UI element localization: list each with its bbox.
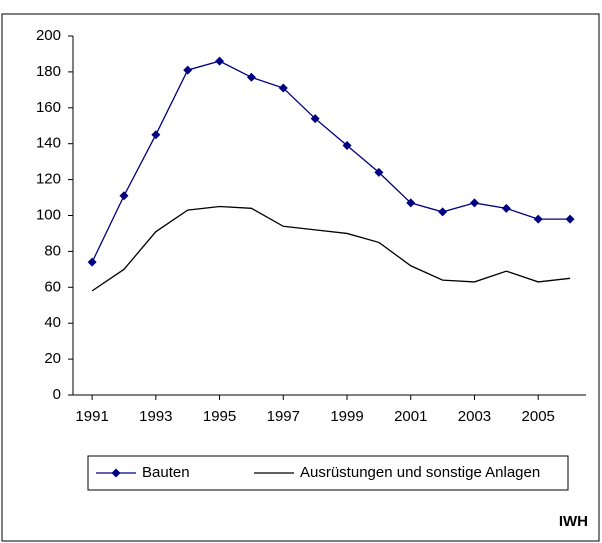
point-marker <box>310 114 320 124</box>
legend-label: Ausrüstungen und sonstige Anlagen <box>300 464 540 481</box>
point-marker <box>374 167 384 177</box>
y-tick-label: 0 <box>53 386 61 403</box>
x-tick-label: 2005 <box>522 408 555 425</box>
y-tick-label: 60 <box>44 278 61 295</box>
point-marker <box>215 56 225 66</box>
point-marker <box>469 198 479 208</box>
point-marker <box>438 207 448 217</box>
point-marker <box>151 130 161 140</box>
point-marker <box>406 198 416 208</box>
x-tick-label: 1991 <box>75 408 108 425</box>
y-tick-label: 200 <box>36 27 61 44</box>
point-marker <box>87 257 97 267</box>
point-marker <box>278 83 288 93</box>
x-tick-label: 1995 <box>203 408 236 425</box>
y-tick-label: 40 <box>44 314 61 331</box>
legend-box <box>87 455 569 491</box>
point-marker <box>533 214 543 224</box>
y-tick-label: 160 <box>36 99 61 116</box>
y-tick-label: 120 <box>36 171 61 188</box>
y-tick-label: 100 <box>36 206 61 223</box>
chart-border <box>1 13 600 542</box>
x-tick-label: 1997 <box>267 408 300 425</box>
x-tick-label: 2001 <box>394 408 427 425</box>
point-marker <box>501 203 511 213</box>
x-tick-label: 2003 <box>458 408 491 425</box>
legend-marker <box>111 468 121 478</box>
point-marker <box>119 191 129 201</box>
point-marker <box>565 214 575 224</box>
y-tick-label: 80 <box>44 242 61 259</box>
series-line <box>91 60 571 263</box>
point-marker <box>183 65 193 75</box>
point-marker <box>342 140 352 150</box>
y-tick-label: 140 <box>36 135 61 152</box>
x-tick-label: 1999 <box>330 408 363 425</box>
y-tick-label: 20 <box>44 350 61 367</box>
point-marker <box>246 72 256 82</box>
series-line <box>91 205 571 292</box>
source-label: IWH <box>559 513 588 530</box>
legend-label: Bauten <box>142 464 190 481</box>
x-tick-label: 1993 <box>139 408 172 425</box>
y-tick-label: 180 <box>36 63 61 80</box>
